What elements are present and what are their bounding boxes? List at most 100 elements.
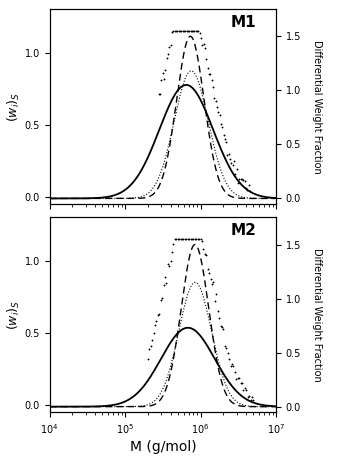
Point — [177, 27, 183, 35]
Point — [189, 235, 195, 243]
Point — [178, 235, 183, 243]
Point — [230, 363, 236, 370]
Point — [231, 157, 237, 164]
Point — [183, 235, 189, 243]
Point — [159, 76, 164, 83]
Point — [206, 70, 212, 78]
Point — [241, 387, 246, 394]
Point — [247, 187, 253, 194]
Point — [186, 235, 192, 243]
Point — [196, 235, 202, 243]
Point — [206, 269, 212, 277]
Point — [202, 250, 208, 258]
Point — [145, 355, 151, 363]
Point — [152, 322, 158, 329]
Point — [176, 27, 182, 35]
Point — [238, 175, 244, 183]
Point — [229, 360, 235, 368]
Point — [234, 165, 240, 172]
Point — [172, 235, 178, 243]
Point — [147, 346, 152, 353]
Point — [164, 54, 170, 62]
Point — [175, 27, 180, 35]
Point — [205, 64, 211, 72]
Point — [176, 235, 182, 243]
Point — [215, 307, 221, 315]
Point — [219, 123, 225, 131]
Point — [213, 97, 218, 104]
Point — [190, 27, 196, 35]
Point — [226, 150, 232, 158]
Point — [243, 184, 249, 192]
Point — [185, 27, 191, 35]
Point — [193, 27, 199, 35]
Point — [201, 245, 206, 252]
Point — [221, 325, 226, 333]
Point — [240, 176, 246, 184]
Point — [168, 41, 173, 49]
Point — [169, 248, 175, 256]
Point — [245, 186, 250, 193]
Point — [182, 235, 188, 243]
Point — [189, 27, 195, 35]
Point — [222, 342, 228, 350]
Point — [207, 70, 213, 78]
Point — [235, 375, 240, 382]
Point — [148, 342, 154, 349]
Point — [244, 386, 249, 394]
Point — [229, 160, 234, 167]
Point — [173, 235, 179, 243]
Point — [212, 297, 218, 305]
Text: M1: M1 — [231, 15, 256, 30]
Point — [232, 368, 238, 375]
Point — [216, 109, 221, 116]
Point — [157, 90, 163, 97]
Y-axis label: $(w_i)_S$: $(w_i)_S$ — [6, 300, 22, 330]
Point — [178, 27, 184, 35]
Point — [242, 178, 247, 185]
Point — [188, 235, 193, 243]
Point — [169, 29, 175, 36]
Point — [218, 120, 224, 127]
Point — [223, 344, 229, 351]
Point — [226, 356, 232, 363]
Point — [184, 27, 189, 35]
Point — [186, 27, 192, 35]
Point — [164, 280, 169, 287]
Point — [246, 393, 252, 400]
Point — [192, 27, 197, 35]
Point — [225, 151, 230, 159]
Point — [182, 27, 188, 35]
Point — [162, 67, 168, 74]
Point — [194, 235, 199, 243]
Point — [185, 235, 190, 243]
Point — [165, 260, 171, 268]
Y-axis label: Differential Weight Fraction: Differential Weight Fraction — [312, 248, 322, 382]
Point — [216, 314, 222, 322]
Point — [227, 155, 233, 163]
Point — [181, 27, 187, 35]
Y-axis label: Differential Weight Fraction: Differential Weight Fraction — [312, 40, 322, 174]
Point — [171, 240, 176, 248]
Point — [236, 375, 242, 382]
Point — [179, 235, 185, 243]
Point — [158, 297, 164, 304]
Point — [204, 251, 209, 258]
Point — [165, 50, 171, 58]
Point — [202, 44, 208, 51]
Point — [198, 35, 204, 42]
Point — [161, 282, 166, 289]
Point — [245, 393, 251, 400]
Point — [175, 235, 181, 243]
Point — [208, 275, 213, 282]
Point — [211, 94, 217, 102]
Point — [192, 235, 198, 243]
Point — [239, 175, 245, 183]
Point — [211, 279, 216, 286]
Point — [173, 27, 179, 35]
Point — [242, 384, 248, 391]
Point — [199, 238, 205, 245]
Point — [233, 375, 239, 382]
Point — [154, 318, 159, 325]
Point — [195, 235, 201, 243]
